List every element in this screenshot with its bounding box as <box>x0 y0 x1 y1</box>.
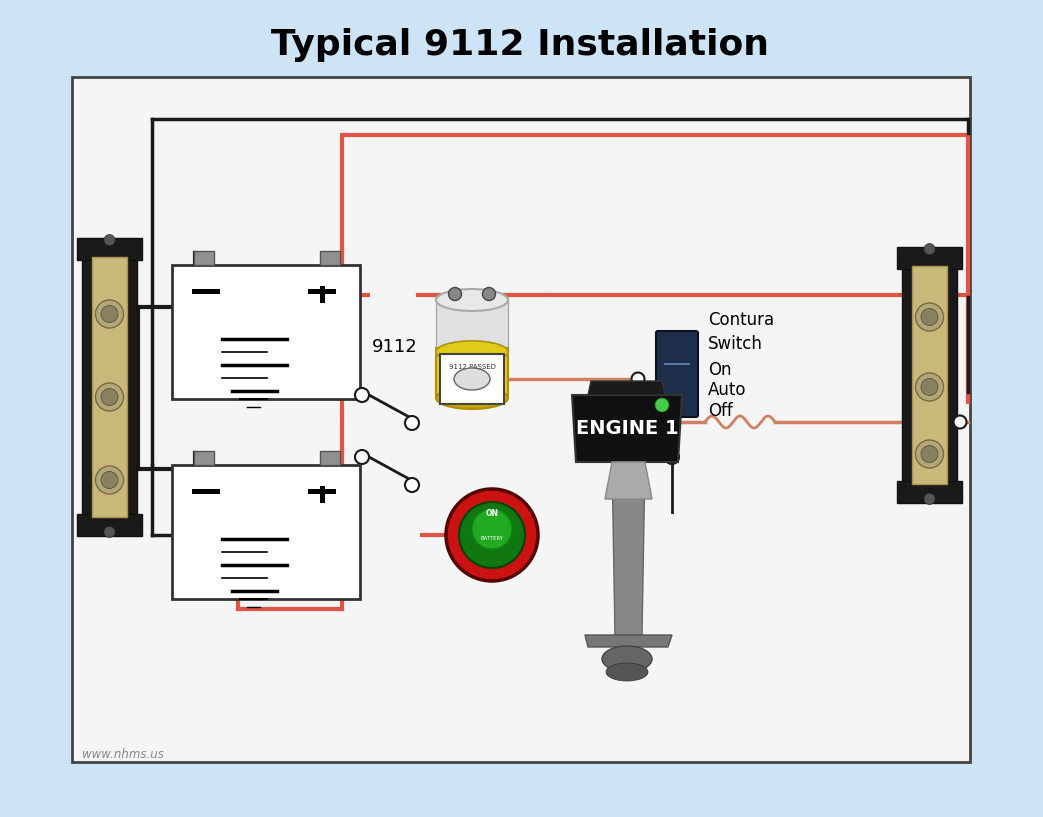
Circle shape <box>355 388 369 402</box>
Circle shape <box>101 306 118 323</box>
Ellipse shape <box>602 646 652 672</box>
Circle shape <box>655 398 669 412</box>
Polygon shape <box>572 395 682 462</box>
Circle shape <box>104 234 115 245</box>
Bar <box>77 514 142 536</box>
Circle shape <box>104 526 115 538</box>
Circle shape <box>405 478 419 492</box>
Circle shape <box>472 509 512 549</box>
Text: 9112: 9112 <box>372 338 418 356</box>
Bar <box>436 297 508 352</box>
Circle shape <box>921 378 938 395</box>
Circle shape <box>459 502 525 568</box>
Ellipse shape <box>436 289 508 311</box>
Bar <box>897 481 962 503</box>
Bar <box>172 265 360 399</box>
Ellipse shape <box>436 387 508 409</box>
Bar <box>194 251 214 265</box>
Circle shape <box>483 288 495 301</box>
Polygon shape <box>585 635 672 647</box>
Bar <box>319 285 325 302</box>
Circle shape <box>924 243 935 255</box>
Text: ON: ON <box>485 508 499 517</box>
Circle shape <box>646 416 658 428</box>
Bar <box>947 251 957 499</box>
Circle shape <box>631 373 645 386</box>
Circle shape <box>355 450 369 464</box>
Polygon shape <box>612 462 645 635</box>
Polygon shape <box>605 462 652 499</box>
Bar <box>194 451 214 465</box>
Text: Typical 9112 Installation: Typical 9112 Installation <box>271 28 769 62</box>
Bar <box>72 77 970 762</box>
Ellipse shape <box>436 341 508 363</box>
Text: Switch: Switch <box>708 335 762 353</box>
Text: BATTERY: BATTERY <box>481 537 504 542</box>
Circle shape <box>446 489 538 581</box>
Bar <box>319 485 325 502</box>
Circle shape <box>101 471 118 489</box>
Ellipse shape <box>454 368 490 390</box>
Bar <box>172 465 360 599</box>
Bar <box>92 257 127 517</box>
Bar <box>308 489 336 494</box>
Text: 9112 PASSED: 9112 PASSED <box>448 364 495 370</box>
Text: ENGINE 1: ENGINE 1 <box>576 419 678 439</box>
Circle shape <box>921 445 938 462</box>
Bar <box>308 289 336 294</box>
Circle shape <box>405 416 419 430</box>
Circle shape <box>916 373 944 401</box>
Bar <box>320 251 340 265</box>
Bar <box>902 251 912 499</box>
Polygon shape <box>588 381 665 395</box>
Text: On: On <box>708 361 731 379</box>
Circle shape <box>665 450 679 464</box>
Circle shape <box>921 309 938 325</box>
Circle shape <box>924 493 935 505</box>
Bar <box>77 238 142 260</box>
Text: Contura: Contura <box>708 311 774 329</box>
Bar <box>192 489 220 494</box>
Bar <box>440 354 504 404</box>
Circle shape <box>96 383 123 411</box>
Bar <box>320 451 340 465</box>
Text: Auto: Auto <box>708 382 747 400</box>
Circle shape <box>96 466 123 494</box>
Bar <box>897 247 962 269</box>
Bar <box>82 242 92 532</box>
Circle shape <box>448 288 461 301</box>
Bar <box>192 289 220 294</box>
Bar <box>127 242 137 532</box>
FancyBboxPatch shape <box>656 331 698 417</box>
Circle shape <box>96 300 123 328</box>
Text: www.nhms.us: www.nhms.us <box>82 748 164 761</box>
Circle shape <box>101 389 118 405</box>
Text: Off: Off <box>708 402 733 420</box>
Bar <box>436 348 508 398</box>
Ellipse shape <box>606 663 648 681</box>
Circle shape <box>953 416 967 428</box>
Circle shape <box>916 303 944 331</box>
Ellipse shape <box>436 341 508 363</box>
Bar <box>912 266 947 484</box>
Circle shape <box>916 440 944 468</box>
